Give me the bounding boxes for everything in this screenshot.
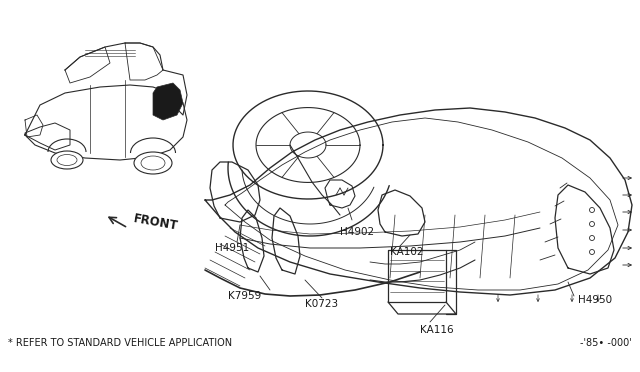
Text: H4950: H4950	[578, 295, 612, 305]
Text: K7959: K7959	[228, 291, 261, 301]
Text: KA102: KA102	[390, 247, 424, 257]
Text: KA116: KA116	[420, 325, 454, 335]
Ellipse shape	[57, 154, 77, 166]
Text: H4951: H4951	[215, 243, 249, 253]
Circle shape	[589, 250, 595, 254]
Ellipse shape	[134, 152, 172, 174]
Ellipse shape	[141, 156, 165, 170]
Text: H4902: H4902	[340, 227, 374, 237]
Circle shape	[589, 221, 595, 227]
Text: -'85• -000': -'85• -000'	[580, 338, 632, 348]
Ellipse shape	[51, 151, 83, 169]
Text: FRONT: FRONT	[132, 212, 179, 232]
Text: K0723: K0723	[305, 299, 338, 309]
Text: * REFER TO STANDARD VEHICLE APPLICATION: * REFER TO STANDARD VEHICLE APPLICATION	[8, 338, 232, 348]
Circle shape	[589, 208, 595, 212]
Circle shape	[589, 235, 595, 241]
Polygon shape	[153, 83, 183, 120]
